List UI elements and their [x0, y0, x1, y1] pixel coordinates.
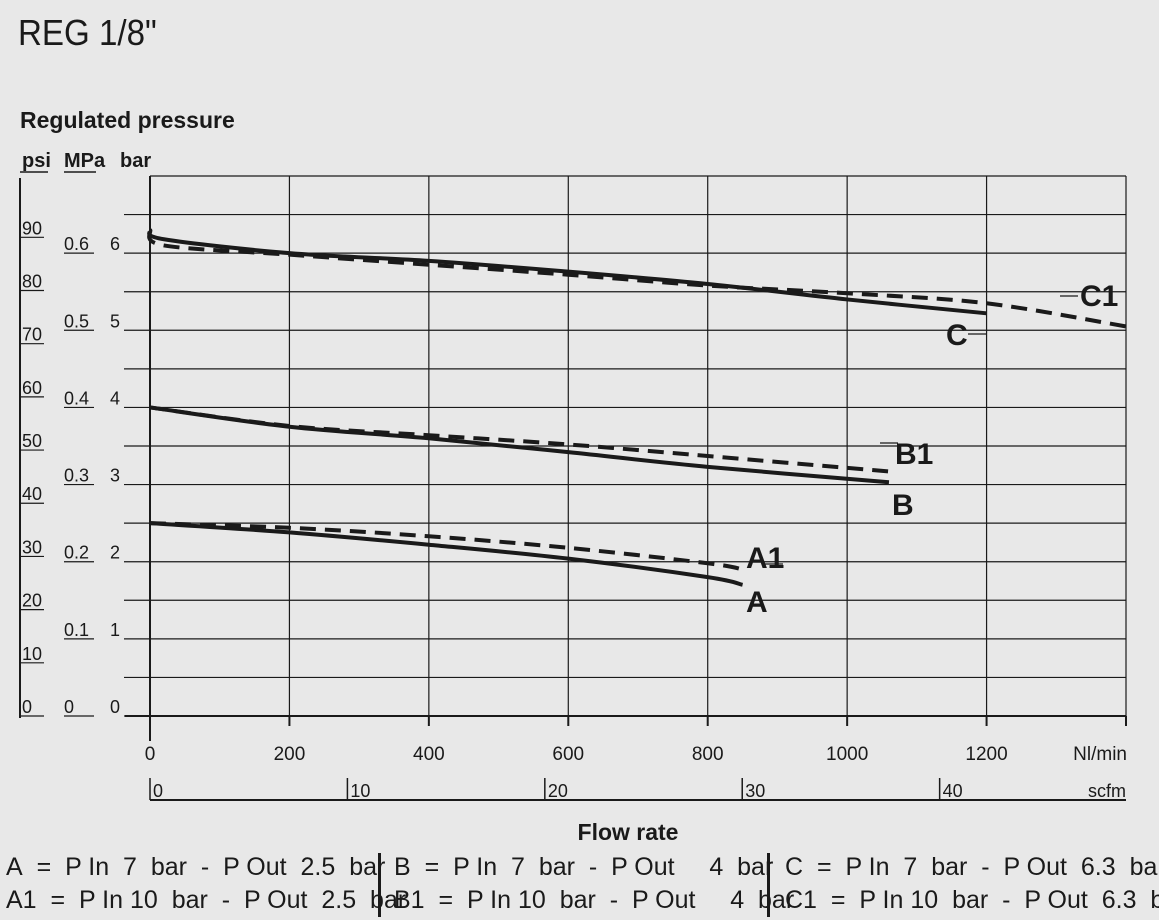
psi-tick-label: 10 [22, 644, 42, 664]
legend-entry-b1: B1 = P In 10 bar - P Out 4 bar [394, 886, 795, 914]
psi-tick-label: 40 [22, 484, 42, 504]
x-tick-label: 400 [413, 744, 445, 765]
x-axis-title: Flow rate [578, 819, 679, 845]
legend-divider-1 [378, 853, 381, 917]
psi-tick-label: 80 [22, 271, 42, 291]
chart-curves [147, 228, 1127, 587]
legend-entry-a1: A1 = P In 10 bar - P Out 2.5 bar [6, 886, 407, 914]
mpa-tick-label: 0.2 [64, 543, 89, 563]
legend-entry-c1: C1 = P In 10 bar - P Out 6.3 bar [785, 886, 1159, 914]
scfm-tick-label: 0 [153, 781, 163, 801]
psi-tick-label: 50 [22, 431, 42, 451]
scfm-unit-label: scfm [1088, 781, 1126, 801]
x-unit-label: Nl/min [1073, 744, 1127, 765]
series-line-b1 [149, 405, 890, 474]
legend-entry-a: A = P In 7 bar - P Out 2.5 bar [6, 853, 386, 881]
psi-tick-label: 20 [22, 591, 42, 611]
psi-tick-label: 60 [22, 378, 42, 398]
legend-entry-c: C = P In 7 bar - P Out 6.3 bar [785, 853, 1159, 881]
series-label-b1: B1 [895, 438, 933, 471]
psi-tick-label: 70 [22, 325, 42, 345]
bar-unit-label: bar [120, 150, 151, 172]
legend-row-2: A1 = P In 10 bar - P Out 2.5 bar B1 = P … [0, 886, 1159, 916]
mpa-tick-label: 0.3 [64, 466, 89, 486]
scfm-tick-label: 20 [548, 781, 568, 801]
y-axis-title: Regulated pressure [20, 107, 235, 133]
psi-unit-label: psi [22, 150, 51, 172]
psi-tick-label: 0 [22, 697, 32, 717]
mpa-tick-label: 0 [64, 697, 74, 717]
mpa-tick-label: 0.6 [64, 234, 89, 254]
legend-divider-2 [767, 853, 770, 917]
psi-tick-label: 30 [22, 537, 42, 557]
series-line-c [147, 228, 987, 316]
series-label-c: C [946, 319, 968, 352]
bar-tick-label: 4 [110, 388, 120, 408]
x-tick-label: 800 [692, 744, 724, 765]
legend-entry-b: B = P In 7 bar - P Out 4 bar [394, 853, 774, 881]
chart-grid [150, 175, 1127, 716]
series-line-b [149, 405, 890, 485]
chart-axes [19, 176, 1127, 801]
scfm-tick-label: 10 [350, 781, 370, 801]
series-label-a1: A1 [746, 542, 784, 575]
legend-row-1: A = P In 7 bar - P Out 2.5 bar B = P In … [0, 853, 1159, 883]
mpa-unit-label: MPa [64, 150, 106, 172]
page-title: REG 1/8" [18, 12, 157, 53]
mpa-tick-label: 0.5 [64, 311, 89, 331]
x-tick-label: 1000 [826, 744, 868, 765]
series-label-b: B [892, 489, 914, 522]
x-tick-label: 200 [274, 744, 306, 765]
bar-tick-label: 3 [110, 466, 120, 486]
mpa-tick-label: 0.1 [64, 620, 89, 640]
bar-tick-label: 0 [110, 697, 120, 717]
x-tick-label: 600 [552, 744, 584, 765]
scfm-tick-label: 40 [943, 781, 963, 801]
bar-tick-label: 6 [110, 234, 120, 254]
bar-tick-label: 2 [110, 543, 120, 563]
series-line-c1 [147, 228, 1127, 329]
series-label-a: A [746, 586, 768, 619]
mpa-tick-label: 0.4 [64, 388, 89, 408]
x-tick-label: 1200 [965, 744, 1007, 765]
scfm-tick-label: 30 [745, 781, 765, 801]
series-line-a [149, 521, 744, 587]
series-label-c1: C1 [1080, 280, 1118, 313]
series-line-a1 [149, 521, 743, 572]
x-tick-label: 0 [145, 744, 156, 765]
bar-tick-label: 5 [110, 311, 120, 331]
psi-tick-label: 90 [22, 218, 42, 238]
legend-a-curve: A [6, 853, 23, 881]
bar-tick-label: 1 [110, 620, 120, 640]
